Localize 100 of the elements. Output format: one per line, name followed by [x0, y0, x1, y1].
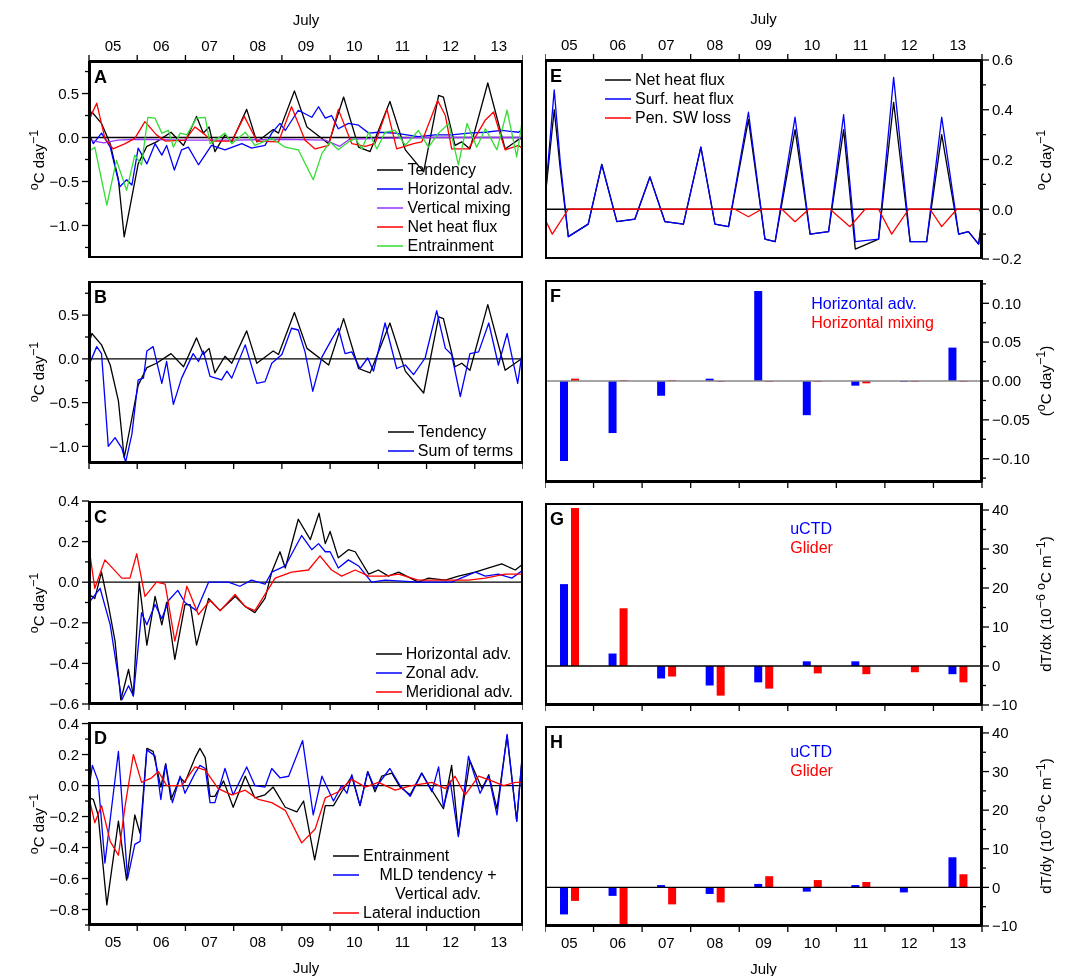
chart-title: C: [94, 507, 107, 528]
x-tick-label: 11: [394, 933, 411, 950]
y-tick-label: 40: [992, 501, 1009, 519]
legend-label: Meridional adv.: [405, 682, 513, 701]
y-tick-label: 30: [992, 762, 1009, 780]
y-tick-label: −1.0: [49, 216, 79, 234]
y-tick-label: 0.4: [58, 492, 79, 510]
y-tick-label: 0.05: [992, 333, 1022, 351]
legend-label: Sum of terms: [417, 441, 513, 460]
chart-title: A: [94, 67, 107, 88]
x-tick-label: 10: [803, 36, 821, 53]
y-tick-label: 0.2: [992, 150, 1013, 168]
text: uCTD: [790, 519, 832, 538]
x-tick-label: 12: [900, 934, 918, 951]
x-axis-title: July: [750, 959, 777, 976]
y-tick-label: 0: [992, 657, 1001, 675]
text: Glider: [790, 761, 833, 780]
y-tick-label: 0.0: [58, 128, 79, 146]
x-tick-label: 10: [803, 934, 821, 951]
text: Glider: [790, 538, 833, 557]
y-tick-label: 40: [992, 724, 1009, 742]
chart-title: E: [550, 66, 563, 87]
x-tick-label: 13: [949, 934, 967, 951]
legend-label: Horizontal adv.: [405, 644, 512, 663]
x-tick-label: 05: [560, 36, 578, 53]
x-tick-label: 11: [394, 37, 411, 54]
y-tick-label: 0.10: [992, 294, 1022, 312]
x-tick-label: 05: [560, 934, 578, 951]
x-tick-label: 11: [852, 934, 869, 951]
legend-label: Net heat flux: [407, 217, 498, 236]
y-tick-label: −0.4: [49, 654, 79, 672]
x-tick-label: 10: [345, 933, 363, 950]
y-tick-label: −1.0: [49, 437, 79, 455]
y-tick-label: 0.0: [58, 573, 79, 591]
legend-label: Lateral induction: [363, 903, 481, 922]
x-axis-title: July: [292, 10, 320, 28]
x-tick-label: 06: [152, 933, 170, 950]
y-tick-label: −10: [992, 696, 1018, 714]
chart-title: B: [94, 287, 107, 308]
y-tick-label: −0.5: [49, 393, 79, 411]
legend-label: Entrainment: [363, 846, 450, 865]
legend-label: Horizontal adv.: [407, 179, 513, 198]
y-tick-label: 0.4: [58, 714, 79, 732]
y-tick-label: 0.0: [58, 776, 79, 794]
y-tick-label: −0.05: [992, 411, 1030, 429]
x-tick-label: 07: [658, 36, 675, 53]
x-tick-label: 06: [609, 36, 627, 53]
x-tick-label: 12: [900, 36, 918, 53]
x-tick-label: 08: [249, 37, 267, 54]
chart-title: D: [94, 728, 107, 749]
x-tick-label: 09: [297, 933, 315, 950]
chart-title: F: [550, 286, 561, 307]
x-tick-label: 05: [104, 37, 122, 54]
text: uCTD: [790, 742, 832, 761]
x-tick-label: 09: [755, 934, 772, 951]
y-tick-label: 0.2: [58, 532, 79, 550]
x-tick-label: 12: [442, 37, 460, 54]
legend-label: Tendency: [407, 160, 476, 179]
text: Horizontal adv.: [811, 294, 917, 313]
x-tick-label: 10: [345, 37, 363, 54]
x-tick-label: 07: [658, 934, 675, 951]
y-tick-label: −0.8: [49, 900, 79, 918]
y-tick-label: −10: [992, 917, 1018, 935]
x-axis-title: July: [292, 958, 320, 976]
x-tick-label: 06: [152, 37, 170, 54]
y-tick-label: 0.0: [992, 200, 1013, 218]
x-tick-label: 13: [490, 37, 508, 54]
x-tick-label: 05: [104, 933, 122, 950]
x-tick-label: 08: [706, 36, 724, 53]
y-tick-label: −0.2: [49, 807, 79, 825]
y-tick-label: −0.2: [992, 250, 1022, 268]
y-tick-label: 0.0: [58, 350, 79, 368]
x-tick-label: 09: [755, 36, 772, 53]
y-tick-label: 20: [992, 579, 1009, 597]
x-axis-title: July: [750, 9, 777, 27]
y-tick-label: 20: [992, 801, 1009, 819]
y-tick-label: −0.6: [49, 869, 79, 887]
x-tick-label: 08: [249, 933, 267, 950]
text: Horizontal mixing: [811, 313, 934, 332]
y-tick-label: −0.5: [49, 172, 79, 190]
y-tick-label: 0.6: [992, 51, 1013, 69]
legend-label: Zonal adv.: [405, 663, 480, 682]
y-tick-label: 30: [992, 540, 1009, 558]
y-tick-label: −0.2: [49, 614, 79, 632]
legend-label: Surf. heat flux: [635, 89, 734, 108]
x-tick-label: 13: [949, 36, 967, 53]
legend-label: Entrainment: [407, 236, 494, 255]
legend-label: Vertical mixing: [407, 198, 511, 217]
x-tick-label: 06: [609, 934, 627, 951]
legend-label: MLD tendency + Vertical adv.: [378, 865, 498, 903]
legend-label: Net heat flux: [635, 70, 725, 89]
y-tick-label: 10: [992, 840, 1009, 858]
legend-label: Tendency: [417, 422, 487, 441]
x-tick-label: 07: [201, 37, 218, 54]
x-tick-label: 12: [442, 933, 460, 950]
y-tick-label: 0.2: [58, 745, 79, 763]
y-tick-label: −0.6: [49, 695, 79, 713]
legend-label: Pen. SW loss: [635, 108, 732, 127]
y-tick-label: 10: [992, 618, 1009, 636]
x-tick-label: 11: [852, 36, 869, 53]
